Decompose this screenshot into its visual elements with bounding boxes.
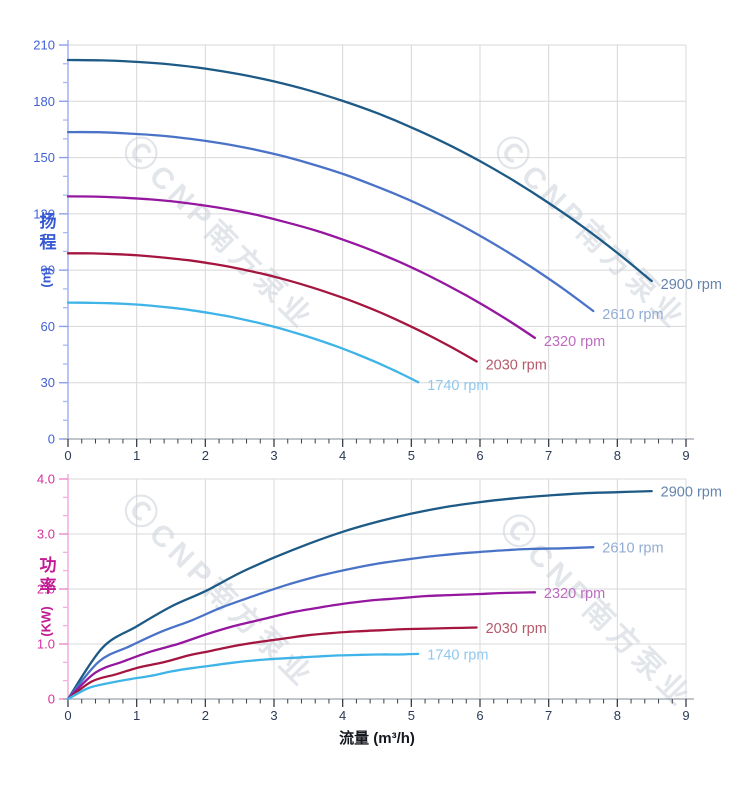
y-tick-label: 4.0 (37, 472, 55, 487)
curve-label-1740-rpm: 1740 rpm (427, 378, 488, 394)
x-tick-label: 4 (339, 448, 346, 463)
x-tick-label: 7 (545, 708, 552, 723)
y-tick-label: 120 (33, 206, 55, 221)
y-tick-label: 180 (33, 94, 55, 109)
curve-2900-rpm (66, 489, 653, 701)
curve-2320-rpm (66, 591, 537, 701)
cnp-watermark: ⒸCNP南方泵业 (492, 507, 701, 716)
curve-2320-rpm (66, 195, 537, 340)
head-axis-title-cn: 扬程 (36, 212, 56, 254)
y-tick-label: 0 (48, 692, 55, 707)
y-tick-label: 30 (41, 375, 55, 390)
cnp-watermark-text: CNP南方泵业 (143, 158, 321, 336)
curve-label-2030-rpm: 2030 rpm (486, 358, 547, 374)
flow-axis-title: 流量 (m³/h) (339, 730, 415, 747)
curve-1740-rpm (66, 652, 420, 701)
x-tick-label: 2 (202, 448, 209, 463)
x-tick-label: 8 (614, 708, 621, 723)
curve-1740-rpm (66, 301, 420, 384)
x-tick-label: 7 (545, 448, 552, 463)
curve-label-2610-rpm: 2610 rpm (602, 541, 663, 557)
y-tick-label: 90 (41, 263, 55, 278)
x-tick-label: 1 (133, 448, 140, 463)
curve-label-2900-rpm: 2900 rpm (661, 277, 722, 293)
head-axis-title: 扬程 (m) (33, 212, 59, 288)
curve-label-2320-rpm: 2320 rpm (544, 586, 605, 602)
curve-label-1740-rpm: 1740 rpm (427, 647, 488, 663)
x-tick-label: 9 (682, 448, 689, 463)
head-axis-title-unit: (m) (38, 267, 54, 288)
curve-label-2030-rpm: 2030 rpm (486, 621, 547, 637)
cnp-watermark-text: CNP南方泵业 (143, 516, 321, 694)
y-tick-label: 150 (33, 150, 55, 165)
x-tick-label: 5 (408, 708, 415, 723)
x-tick-label: 3 (270, 708, 277, 723)
y-tick-label: 3.0 (37, 527, 55, 542)
x-tick-label: 0 (64, 708, 71, 723)
curve-2610-rpm (66, 130, 595, 313)
curve-label-2610-rpm: 2610 rpm (602, 307, 663, 323)
x-tick-label: 8 (614, 448, 621, 463)
curve-2610-rpm (66, 546, 595, 701)
x-tick-label: 5 (408, 448, 415, 463)
x-tick-label: 9 (682, 708, 689, 723)
curve-2900-rpm (66, 58, 653, 283)
y-tick-label: 1.0 (37, 637, 55, 652)
x-tick-label: 1 (133, 708, 140, 723)
y-tick-label: 60 (41, 319, 55, 334)
y-tick-label: 2.0 (37, 582, 55, 597)
curve-2030-rpm (66, 252, 478, 363)
curve-label-2900-rpm: 2900 rpm (661, 485, 722, 501)
curve-2030-rpm (66, 626, 478, 701)
curve-label-2320-rpm: 2320 rpm (544, 334, 605, 350)
y-tick-label: 0 (48, 432, 55, 447)
y-tick-label: 210 (33, 38, 55, 53)
x-tick-label: 2 (202, 708, 209, 723)
x-tick-label: 6 (476, 448, 483, 463)
cnp-watermark-text: CNP南方泵业 (521, 536, 699, 714)
power-axis-title-cn: 功率 (36, 556, 56, 598)
x-tick-label: 3 (270, 448, 277, 463)
x-tick-label: 0 (64, 448, 71, 463)
x-tick-label: 4 (339, 708, 346, 723)
x-tick-label: 6 (476, 708, 483, 723)
power-axis-title-unit: (KW) (38, 606, 54, 637)
power-axis-title: 功率 (KW) (33, 556, 59, 637)
